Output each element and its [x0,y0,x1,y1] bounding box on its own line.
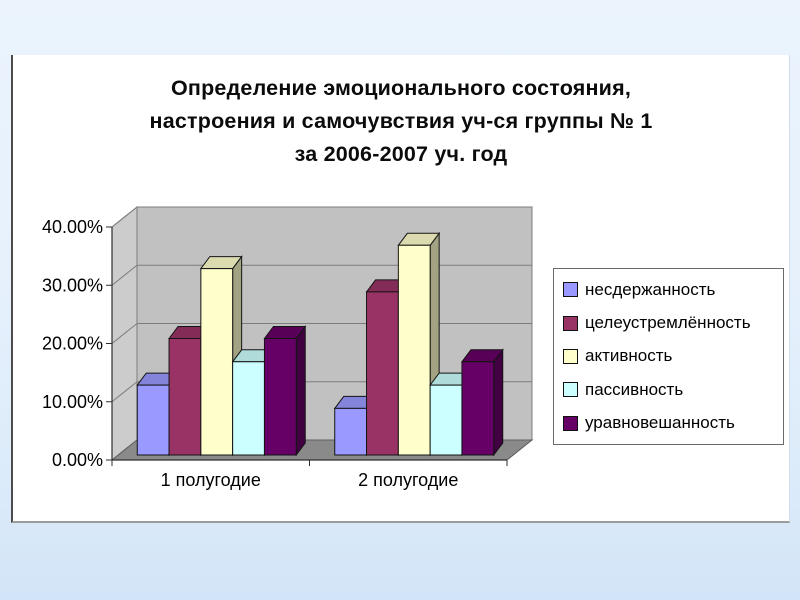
legend-item: уравновешанность [563,413,779,433]
legend-item-label: целеустремлённость [585,313,751,333]
bar-уравновешанность-2 полугодие [460,348,504,457]
legend-item-label: активность [585,346,673,366]
bar-уравновешанность-1 полугодие [263,325,307,457]
gridline-connector [111,323,138,344]
legend-item: активность [563,346,779,366]
y-axis-label: 10.00% [42,392,103,412]
legend-color-swatch [563,382,578,398]
legend-color-swatch [563,415,578,431]
gridline-connector [111,264,138,286]
gridline-connector [111,381,138,403]
chart-title-line-3: за 2006-2007 уч. год [294,142,508,166]
x-category-label: 1 полугодие [161,470,261,490]
x-category-label: 2 полугодие [358,470,458,490]
legend-color-swatch [563,315,578,331]
legend-item: пассивность [563,380,779,400]
legend-color-swatch [563,348,578,364]
y-axis-label: 20.00% [42,334,103,354]
legend-item-label: пассивность [585,379,684,399]
legend-color-swatch [563,282,578,298]
bar-chart-3d: 0.00% 10.00% 20.00% 30.00% 40.00% 1 полугодие… [42,205,534,490]
y-axis-label: 0.00% [52,450,103,470]
legend-item: целеустремлённость [563,313,779,333]
legend-item-label: уравновешанность [585,413,735,433]
chart-legend: несдержанность целеустремлённость активн… [553,268,784,445]
chart-title: Определение эмоционального состояния, на… [43,72,759,171]
y-axis-label: 30.00% [42,275,103,295]
legend-item: несдержанность [563,280,779,300]
chart-title-line-2: настроения и самочувствия уч-ся группы №… [149,109,653,133]
gridline-connector [111,206,138,228]
chart-title-line-1: Определение эмоционального состояния, [170,76,632,100]
y-axis-label: 40.00% [42,217,103,237]
legend-item-label: несдержанность [585,279,716,299]
